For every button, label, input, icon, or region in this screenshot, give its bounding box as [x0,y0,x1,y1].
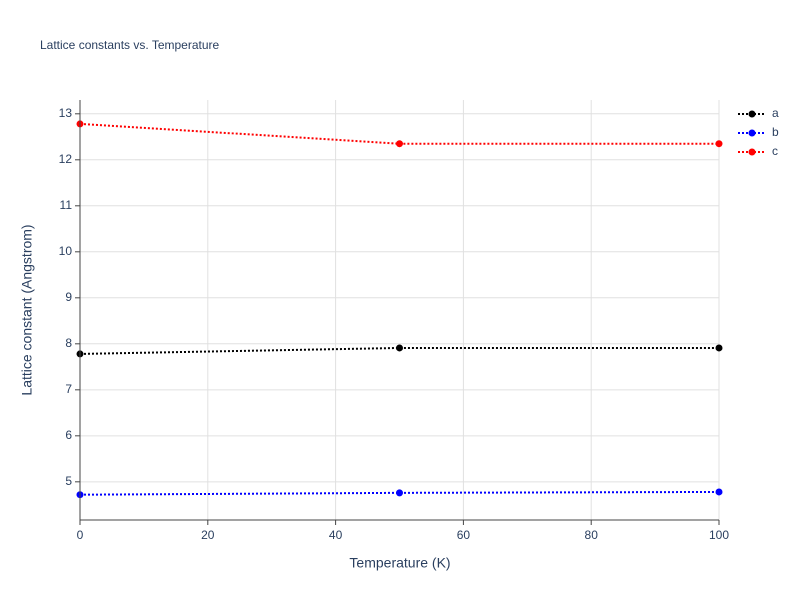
data-point [715,344,723,352]
legend-marker [748,129,756,137]
x-axis-title: Temperature (K) [349,555,450,571]
grid [79,100,720,520]
y-tick-label: 8 [65,336,72,350]
y-tick-label: 7 [65,382,72,396]
data-point [396,489,403,497]
y-axis-title: Lattice constant (Angstrom) [19,224,35,395]
y-tick-label: 9 [65,290,72,304]
y-tick-label: 13 [59,106,73,120]
data-point [715,488,723,496]
y-tick-label: 12 [59,152,73,166]
y-tick-label: 10 [59,244,73,258]
data-point [396,344,403,352]
legend-marker [748,110,756,118]
plot [76,120,723,499]
x-tick-label: 40 [329,528,343,542]
x-tick-label: 0 [77,528,84,542]
legend-marker [748,148,756,156]
legend-label: b [772,125,779,139]
series-line [79,346,719,355]
x-tick-label: 80 [585,528,599,542]
series-line [79,490,720,496]
x-tick-label: 60 [457,528,471,542]
y-tick-label: 11 [60,198,73,212]
x-tick-label: 100 [709,528,729,542]
data-point [396,140,403,148]
x-tick-label: 20 [201,528,215,542]
y-tick-label: 5 [65,474,72,488]
chart-title: Lattice constants vs. Temperature [40,38,220,52]
y-tick-label: 6 [65,428,72,442]
data-point [715,140,723,148]
legend-label: a [772,106,779,120]
legend-label: c [772,144,778,158]
